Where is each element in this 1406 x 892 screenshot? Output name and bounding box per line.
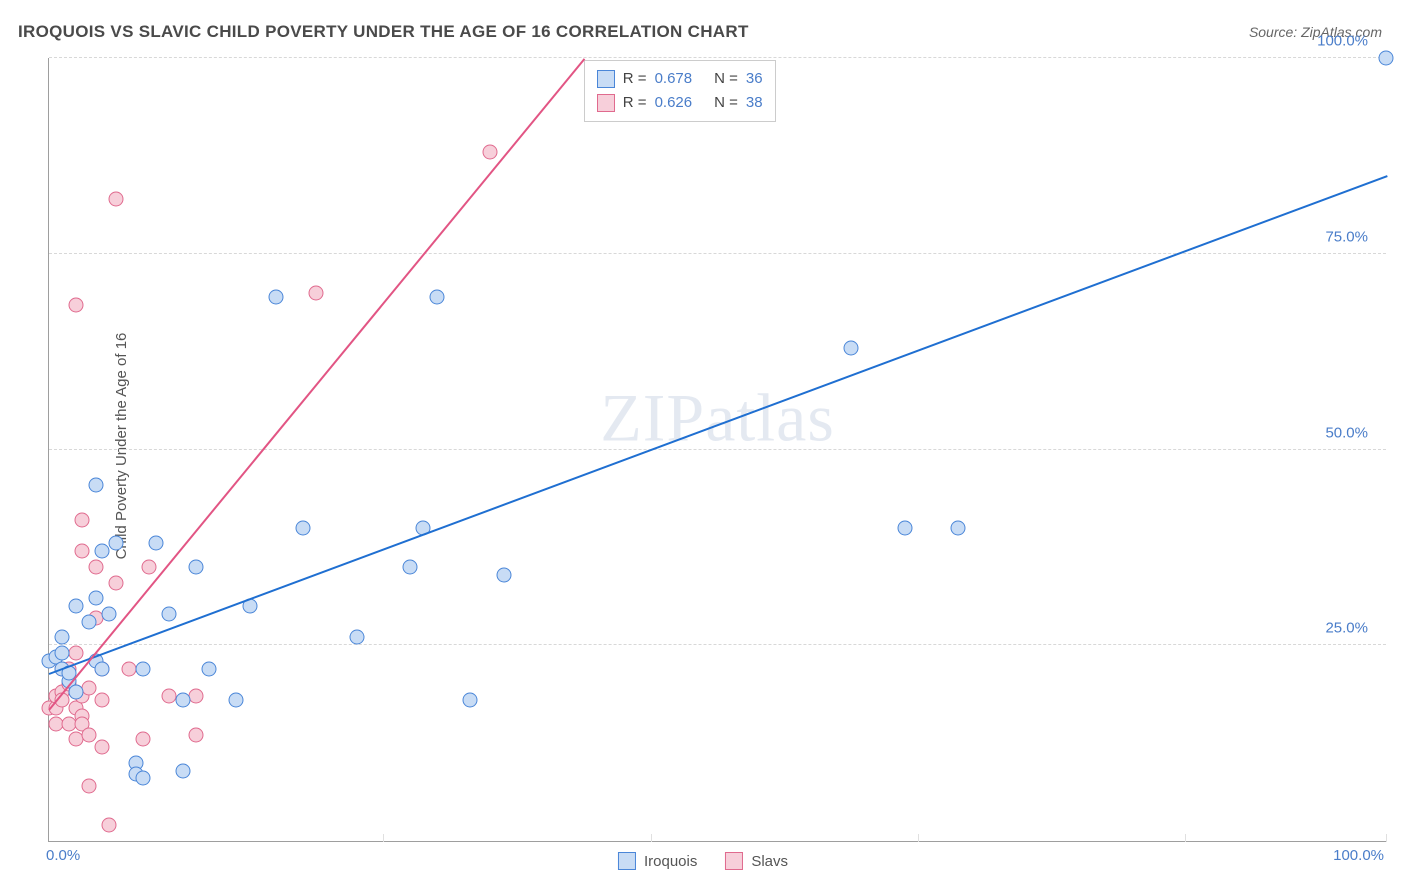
data-point-iroquois xyxy=(88,591,103,606)
data-point-iroquois xyxy=(88,477,103,492)
data-point-slavs xyxy=(75,544,90,559)
data-point-slavs xyxy=(309,285,324,300)
data-point-iroquois xyxy=(897,520,912,535)
vertical-gridline xyxy=(651,834,652,842)
data-point-iroquois xyxy=(102,606,117,621)
data-point-slavs xyxy=(75,512,90,527)
data-point-iroquois xyxy=(135,661,150,676)
data-point-slavs xyxy=(68,297,83,312)
data-point-iroquois xyxy=(148,536,163,551)
data-point-slavs xyxy=(102,818,117,833)
n-value: 38 xyxy=(746,91,763,115)
data-point-iroquois xyxy=(1379,51,1394,66)
x-axis-min-label: 0.0% xyxy=(46,847,80,864)
data-point-iroquois xyxy=(175,763,190,778)
data-point-iroquois xyxy=(162,606,177,621)
vertical-gridline xyxy=(918,834,919,842)
r-label: R = xyxy=(623,67,647,91)
data-point-iroquois xyxy=(202,661,217,676)
data-point-slavs xyxy=(135,732,150,747)
vertical-gridline xyxy=(383,834,384,842)
data-point-iroquois xyxy=(189,559,204,574)
n-value: 36 xyxy=(746,67,763,91)
data-point-iroquois xyxy=(496,567,511,582)
trendline-iroquois xyxy=(49,176,1388,676)
y-tick-label: 100.0% xyxy=(1317,33,1368,50)
data-point-slavs xyxy=(88,559,103,574)
data-point-iroquois xyxy=(402,559,417,574)
horizontal-gridline xyxy=(49,57,1386,58)
data-point-iroquois xyxy=(68,599,83,614)
data-point-iroquois xyxy=(95,661,110,676)
data-point-iroquois xyxy=(55,646,70,661)
legend-label-slavs: Slavs xyxy=(751,853,788,870)
data-point-iroquois xyxy=(68,685,83,700)
bottom-legend: Iroquois Slavs xyxy=(618,852,788,870)
legend-label-iroquois: Iroquois xyxy=(644,853,697,870)
chart-plot-area: ZIPatlas 25.0%50.0%75.0%100.0%R =0.678N … xyxy=(48,58,1386,842)
data-point-slavs xyxy=(142,559,157,574)
horizontal-gridline xyxy=(49,253,1386,254)
y-tick-label: 25.0% xyxy=(1325,620,1368,637)
data-point-slavs xyxy=(82,779,97,794)
stats-row-slavs: R = 0.626 N = 38 xyxy=(597,91,763,115)
y-tick-label: 50.0% xyxy=(1325,424,1368,441)
stats-row-iroquois: R = 0.678 N = 36 xyxy=(597,67,763,91)
source-label: Source: xyxy=(1249,24,1301,40)
data-point-slavs xyxy=(108,191,123,206)
legend-swatch-slavs xyxy=(725,852,743,870)
data-point-iroquois xyxy=(108,536,123,551)
data-point-iroquois xyxy=(429,289,444,304)
r-value: 0.678 xyxy=(655,67,693,91)
y-tick-label: 75.0% xyxy=(1325,228,1368,245)
data-point-iroquois xyxy=(175,693,190,708)
data-point-slavs xyxy=(189,728,204,743)
data-point-slavs xyxy=(483,144,498,159)
n-label: N = xyxy=(714,67,738,91)
data-point-slavs xyxy=(68,646,83,661)
x-axis-max-label: 100.0% xyxy=(1333,847,1384,864)
r-label: R = xyxy=(623,91,647,115)
vertical-gridline xyxy=(1386,834,1387,842)
stats-swatch-slavs xyxy=(597,94,615,112)
data-point-slavs xyxy=(82,681,97,696)
stats-swatch-iroquois xyxy=(597,70,615,88)
horizontal-gridline xyxy=(49,449,1386,450)
watermark: ZIPatlas xyxy=(600,379,835,458)
r-value: 0.626 xyxy=(655,91,693,115)
vertical-gridline xyxy=(1185,834,1186,842)
data-point-iroquois xyxy=(951,520,966,535)
data-point-slavs xyxy=(189,689,204,704)
data-point-iroquois xyxy=(463,693,478,708)
data-point-iroquois xyxy=(55,630,70,645)
data-point-slavs xyxy=(95,693,110,708)
data-point-iroquois xyxy=(82,614,97,629)
data-point-iroquois xyxy=(135,771,150,786)
data-point-iroquois xyxy=(269,289,284,304)
data-point-iroquois xyxy=(349,630,364,645)
legend-swatch-iroquois xyxy=(618,852,636,870)
data-point-iroquois xyxy=(95,544,110,559)
data-point-iroquois xyxy=(844,340,859,355)
chart-title: IROQUOIS VS SLAVIC CHILD POVERTY UNDER T… xyxy=(18,22,749,42)
horizontal-gridline xyxy=(49,644,1386,645)
data-point-slavs xyxy=(95,740,110,755)
stats-legend-box: R = 0.678 N = 36 R = 0.626 N = 38 xyxy=(584,60,776,122)
data-point-slavs xyxy=(82,728,97,743)
legend-item-slavs: Slavs xyxy=(725,852,788,870)
n-label: N = xyxy=(714,91,738,115)
data-point-slavs xyxy=(108,575,123,590)
data-point-iroquois xyxy=(229,693,244,708)
legend-item-iroquois: Iroquois xyxy=(618,852,697,870)
data-point-iroquois xyxy=(296,520,311,535)
trendline-slavs xyxy=(48,58,585,710)
